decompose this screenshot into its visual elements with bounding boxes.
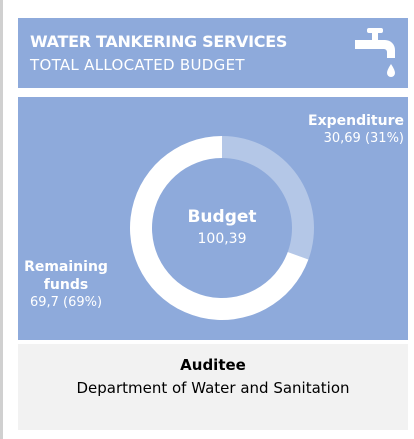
header: WATER TANKERING SERVICES TOTAL ALLOCATED…: [18, 18, 408, 88]
tap-icon: [355, 28, 395, 77]
footer: Auditee Department of Water and Sanitati…: [18, 344, 408, 430]
center-value: 100,39: [198, 231, 247, 247]
chart-title: WATER TANKERING SERVICES: [30, 32, 288, 51]
category-label: Remaining funds: [24, 259, 108, 293]
edge-line: [0, 0, 3, 439]
slice-label: Expenditure 30,69 (31%): [308, 112, 404, 148]
chart-panel: Budget 100,39 Expenditure 30,69 (31%) Re…: [18, 97, 408, 340]
value-label: 69,7 (69%): [29, 295, 103, 310]
donut-slice: [222, 136, 314, 260]
value-label: 30,69 (31%): [323, 131, 404, 146]
footer-heading: Auditee: [180, 356, 246, 374]
footer-text: Department of Water and Sanitation: [76, 379, 350, 397]
category-label: Expenditure: [308, 113, 404, 129]
center-label: Budget: [187, 207, 256, 227]
donut-chart: Budget 100,39: [130, 136, 314, 320]
chart-subtitle: TOTAL ALLOCATED BUDGET: [30, 56, 245, 74]
slice-label: Remaining funds 69,7 (69%): [18, 258, 114, 312]
